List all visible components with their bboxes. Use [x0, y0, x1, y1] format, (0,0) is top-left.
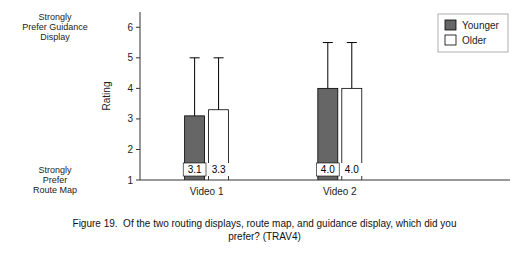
error-cap	[347, 42, 357, 43]
data-label: 4.0	[321, 164, 335, 175]
data-label-box	[340, 163, 363, 176]
y-tick	[136, 180, 140, 181]
y-axis	[140, 12, 141, 180]
annotation: StronglyPrefer GuidanceDisplay	[22, 12, 88, 42]
text-line: Prefer	[43, 175, 68, 185]
data-label: 3.3	[212, 164, 226, 175]
data-label-box	[183, 163, 206, 176]
text-line: Strongly	[38, 12, 72, 22]
y-tick-label: 3	[127, 113, 133, 124]
y-tick	[136, 88, 140, 89]
data-label-box	[207, 163, 230, 176]
text-line: Figure 19. Of the two routing displays, …	[73, 218, 457, 229]
legend-frame	[438, 14, 508, 52]
y-tick-label: 5	[127, 52, 133, 63]
data-label: 4.0	[345, 164, 359, 175]
caption: Figure 19. Of the two routing displays, …	[73, 218, 457, 242]
text-line: Route Map	[33, 185, 77, 195]
y-tick-label: 4	[127, 83, 133, 94]
y-tick-label: 6	[127, 22, 133, 33]
data-label-box	[316, 163, 339, 176]
error-cap	[190, 57, 200, 58]
error-stem	[218, 58, 219, 110]
legend-label: Older	[462, 35, 487, 46]
y-tick-label: 1	[127, 175, 133, 186]
legend-swatch	[445, 20, 456, 30]
y-tick	[136, 149, 140, 150]
marks	[185, 43, 362, 180]
data-label: 3.1	[188, 164, 202, 175]
text-line: prefer? (TRAV4)	[228, 231, 301, 242]
legend: Younger Older	[438, 14, 508, 52]
error-bar	[323, 43, 333, 89]
y-tick	[136, 27, 140, 28]
error-stem	[194, 58, 195, 116]
error-stem	[327, 43, 328, 89]
error-stem	[351, 43, 352, 89]
x-axis	[140, 180, 510, 181]
error-bar	[214, 58, 224, 110]
error-bar	[347, 43, 357, 89]
annotation: StronglyPreferRoute Map	[33, 165, 77, 195]
error-bar	[190, 58, 200, 116]
y-tick	[136, 57, 140, 58]
error-cap	[214, 57, 224, 58]
x-tick-label: Video 2	[323, 186, 357, 197]
text-line: Strongly	[38, 165, 72, 175]
chart: 1 2 3 4 5 6 Video 1 Video 2 Rating 3.1 4.0 3.3 4.0 St…	[0, 0, 529, 254]
y-tick	[136, 118, 140, 119]
y-tick-label: 2	[127, 144, 133, 155]
x-tick-label: Video 1	[190, 186, 224, 197]
y-axis-label: Rating	[101, 82, 112, 111]
text-line: Prefer Guidance	[22, 22, 88, 32]
text-line: Display	[40, 32, 70, 42]
legend-label: Younger	[462, 20, 500, 31]
error-cap	[323, 42, 333, 43]
legend-swatch	[445, 35, 456, 45]
